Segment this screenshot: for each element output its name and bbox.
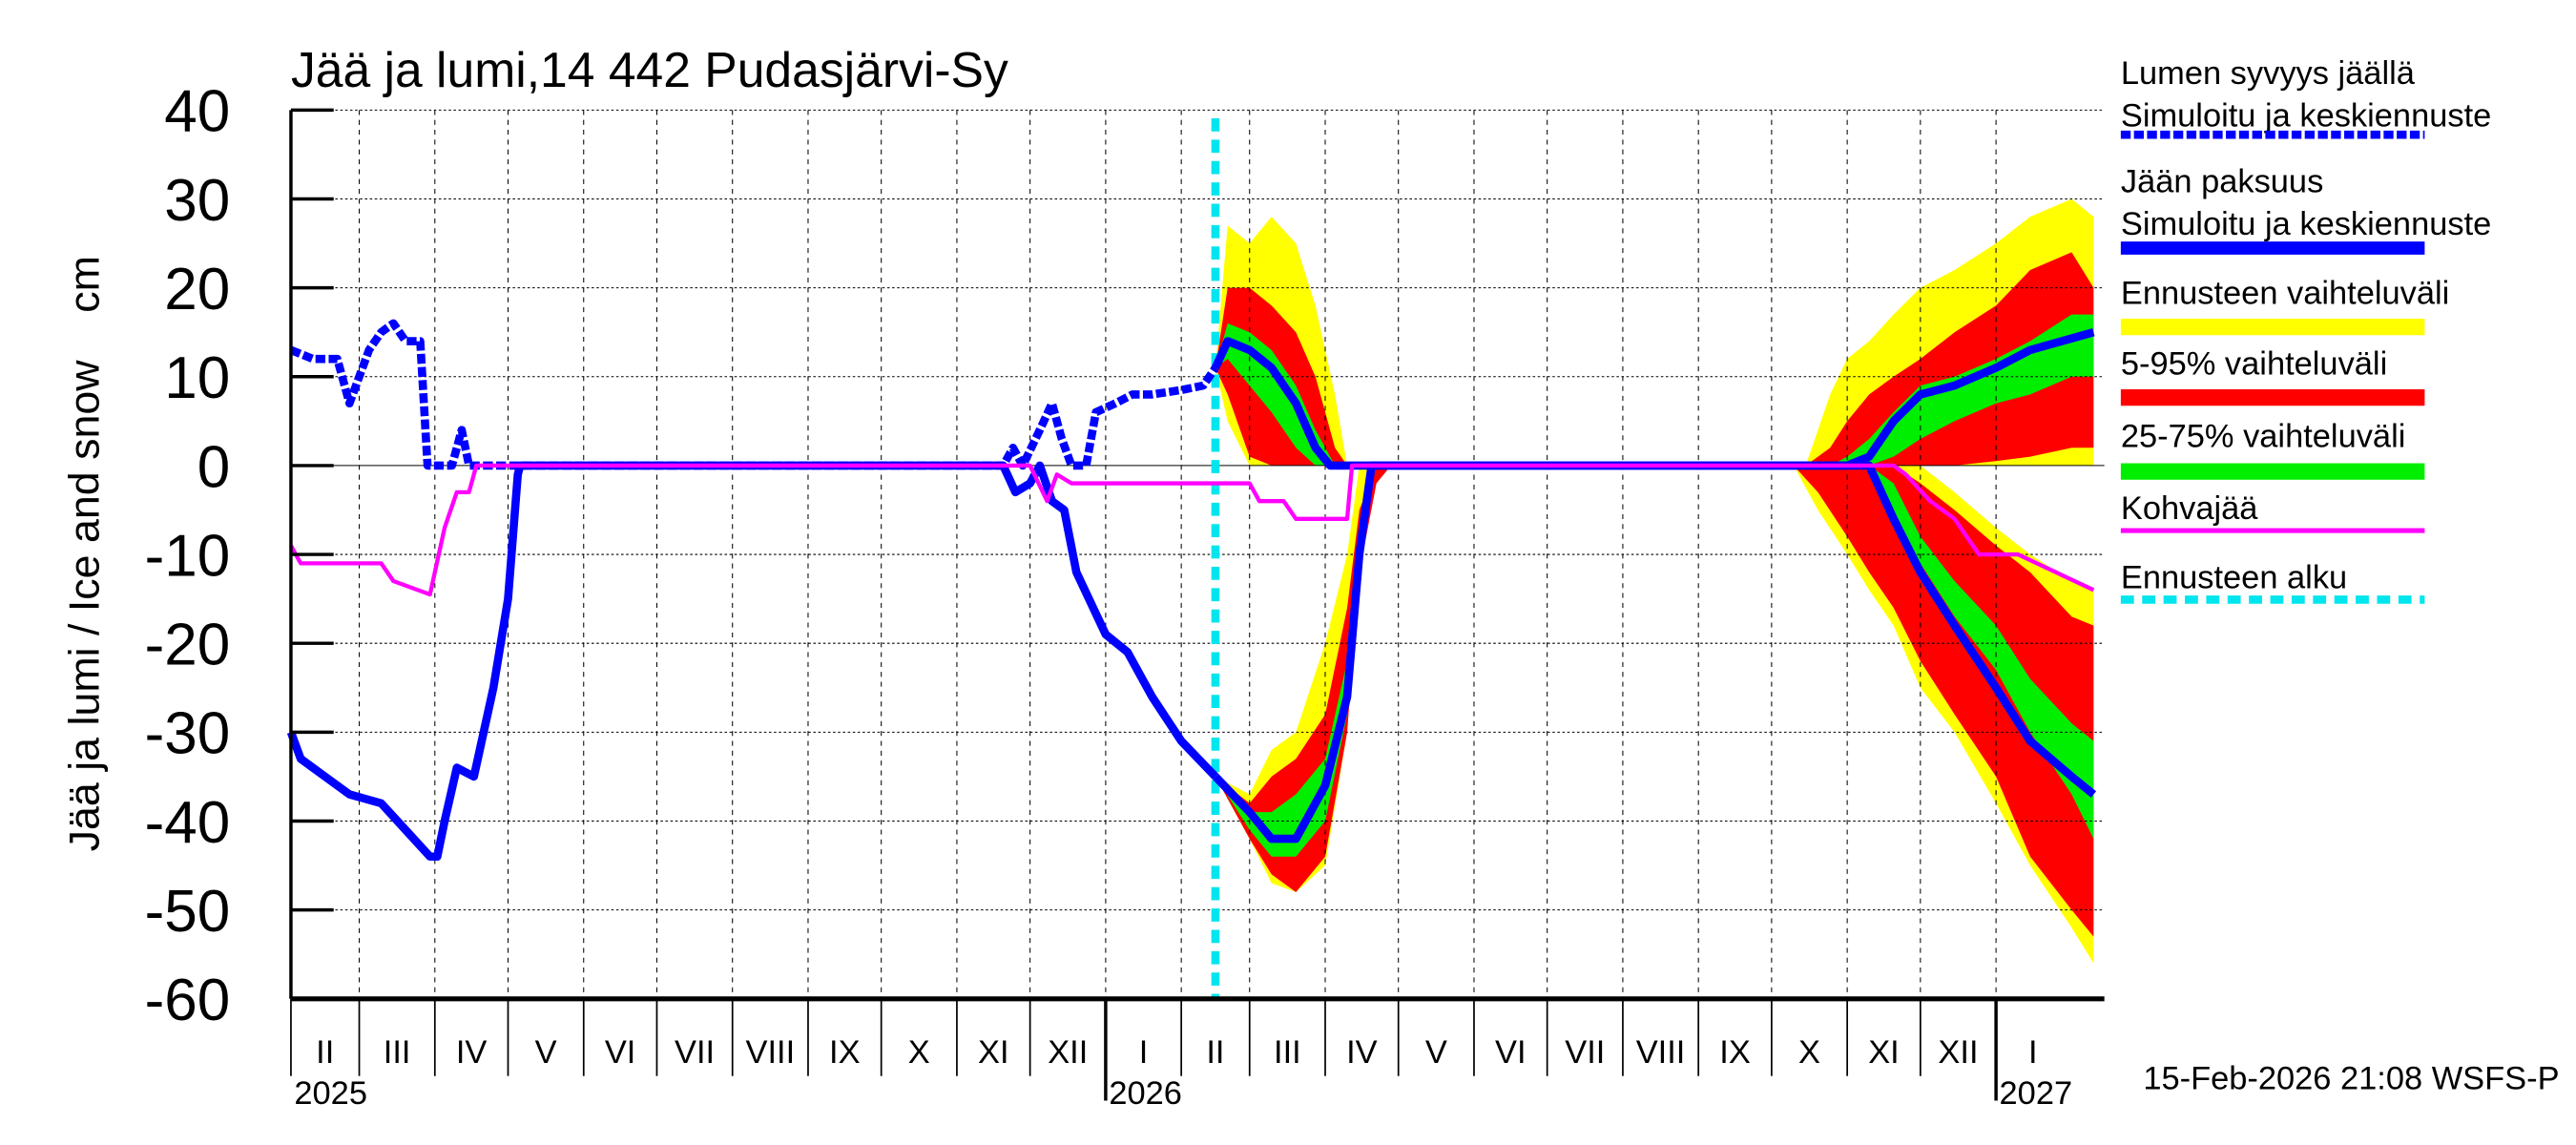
month-label: VIII <box>746 1034 796 1071</box>
grid <box>290 109 2105 1000</box>
snow-depth-line <box>289 319 1219 470</box>
forecast-bands <box>1215 198 2094 964</box>
month-label: X <box>908 1034 930 1071</box>
month-label: VI <box>1495 1034 1527 1071</box>
month-label: I <box>1139 1034 1149 1071</box>
month-label: VI <box>605 1034 636 1071</box>
legend-label: Jään paksuus <box>2121 163 2323 199</box>
month-label: IX <box>829 1034 861 1071</box>
y-tick-label: -10 <box>145 523 231 589</box>
month-label: IV <box>1346 1034 1378 1071</box>
month-label: XII <box>1938 1034 1978 1071</box>
month-label: III <box>1274 1034 1301 1071</box>
month-label: IX <box>1719 1034 1751 1071</box>
legend-label: Kohvajää <box>2121 490 2258 527</box>
month-label: VIII <box>1636 1034 1686 1071</box>
month-label: XII <box>1048 1034 1088 1071</box>
y-tick-label: -40 <box>145 790 231 856</box>
kohvajaa-line <box>289 463 2095 597</box>
y-tick-label: -30 <box>145 701 231 767</box>
month-label: V <box>1425 1034 1447 1071</box>
ice-thickness-line <box>286 461 1219 862</box>
series-lines <box>286 117 2097 999</box>
month-label: XI <box>978 1034 1009 1071</box>
year-label: 2027 <box>2000 1075 2073 1112</box>
month-label: X <box>1798 1034 1820 1071</box>
y-tick-label: 30 <box>164 168 230 234</box>
legend-label: Ennusteen alku <box>2121 559 2347 595</box>
y-tick-label: 40 <box>164 79 230 145</box>
y-tick-label: -20 <box>145 613 231 678</box>
band-5-95 <box>1805 252 2094 466</box>
band-25-75 <box>1869 465 2094 840</box>
band-5-95 <box>1793 465 2094 937</box>
month-label: III <box>384 1034 411 1071</box>
month-label: II <box>316 1034 334 1071</box>
y-tick-label: 0 <box>197 434 230 500</box>
month-label: II <box>1206 1034 1224 1071</box>
month-label: VII <box>1565 1034 1605 1071</box>
y-tick-label: 10 <box>164 345 230 411</box>
legend-label: Simuloitu ja keskiennuste <box>2121 206 2491 242</box>
band-range <box>1215 465 1384 893</box>
month-label: VII <box>675 1034 715 1071</box>
legend-label: Lumen syvyys jäällä <box>2121 55 2416 92</box>
y-tick-label: -60 <box>145 968 231 1033</box>
legend-label: Ennusteen vaihteluväli <box>2121 276 2449 312</box>
year-label: 2025 <box>294 1075 367 1112</box>
month-label: XI <box>1868 1034 1900 1071</box>
footer-timestamp: 15-Feb-2026 21:08 WSFS-P <box>2143 1060 2559 1096</box>
legend: Lumen syvyys jäällä Simuloitu ja keskienn… <box>2120 55 2491 604</box>
legend-label: Simuloitu ja keskiennuste <box>2121 98 2491 135</box>
year-label: 2026 <box>1109 1075 1182 1112</box>
chart-title: Jää ja lumi,14 442 Pudasjärvi-Sy <box>291 42 1008 97</box>
y-axis-label: Jää ja lumi / Ice and snow cm <box>61 256 109 851</box>
legend-label: 25-75% vaihteluväli <box>2121 418 2406 454</box>
month-label: I <box>2028 1034 2038 1071</box>
legend-label: 5-95% vaihteluväli <box>2121 346 2387 383</box>
month-label: IV <box>456 1034 488 1071</box>
y-tick-label: 20 <box>164 257 230 323</box>
y-tick-label: -50 <box>145 879 231 945</box>
month-label: V <box>535 1034 557 1071</box>
